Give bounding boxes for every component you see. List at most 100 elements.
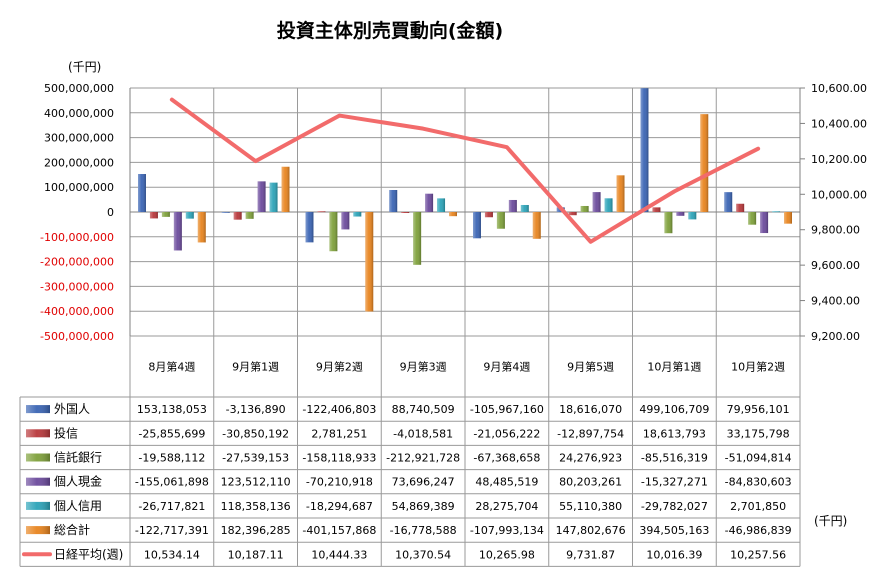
table-cell: -25,855,699 [138, 427, 205, 440]
bar-shade [700, 114, 709, 212]
series-label: 個人現金 [54, 474, 102, 489]
y-left-tick-label: 200,000,000 [44, 156, 114, 169]
table-cell: -70,210,918 [306, 476, 373, 489]
table-cell: -107,993,134 [470, 524, 544, 537]
bar-shade [221, 212, 230, 213]
table-cell: 73,696,247 [392, 476, 455, 489]
y-right-tick-label: 9,400.00 [811, 295, 860, 308]
table-cell: -46,986,839 [725, 524, 792, 537]
y-left-tick-label: -400,000,000 [40, 305, 114, 318]
bar-shade [676, 212, 685, 216]
y-right-tick-label: 10,200.00 [811, 153, 867, 166]
table-cell: -155,061,898 [135, 476, 209, 489]
bar-shade [449, 212, 457, 217]
table-cell: 10,534.14 [144, 548, 200, 561]
table-cell: 10,187.11 [228, 548, 284, 561]
table-cell: -15,327,271 [641, 476, 708, 489]
table-cell: 2,781,251 [311, 427, 367, 440]
table-unit: (千円) [814, 514, 847, 528]
table-cell: -3,136,890 [226, 403, 286, 416]
series-label: 信託銀行 [54, 450, 102, 465]
bar-shade [401, 212, 410, 213]
bar-shade [413, 212, 422, 265]
bar-shade [329, 212, 338, 252]
bar-shade [616, 175, 625, 212]
bar-shade [317, 211, 326, 213]
legend-swatch-shade [26, 526, 50, 535]
category-label: 9月第4週 [483, 360, 530, 374]
bar-shade [592, 192, 601, 212]
y-left-tick-label: 100,000,000 [44, 181, 114, 194]
table-cell: 48,485,519 [475, 476, 538, 489]
legend-swatch-shade [26, 453, 50, 462]
table-cell: 55,110,380 [559, 500, 622, 513]
table-cell: -212,921,728 [386, 452, 460, 465]
category-label: 9月第3週 [400, 360, 447, 374]
y-left-tick-label: 400,000,000 [44, 107, 114, 120]
bar-shade [233, 212, 242, 220]
legend-swatch-shade [26, 429, 50, 438]
bar-shade [425, 193, 434, 212]
bar-shade [736, 203, 745, 212]
bar-shade [305, 212, 314, 243]
table-cell: 10,370.54 [395, 548, 451, 561]
table-cell: 147,802,676 [556, 524, 626, 537]
table-cell: -12,897,754 [557, 427, 624, 440]
bar-shade [568, 212, 577, 216]
y-right-tick-label: 10,600.00 [811, 82, 867, 95]
bar-shade [281, 166, 290, 212]
bar-shade [389, 189, 398, 212]
category-label: 9月第1週 [232, 360, 279, 374]
series-label: 総合計 [54, 522, 90, 537]
bar-shade [185, 212, 194, 219]
y-left-tick-label: -100,000,000 [40, 231, 114, 244]
table-cell: 80,203,261 [559, 476, 622, 489]
series-label: 日経平均(週) [54, 547, 123, 561]
bar-shade [437, 198, 446, 212]
table-cell: 10,016.39 [646, 548, 702, 561]
y-right-tick-label: 9,800.00 [811, 224, 860, 237]
bar-shade [341, 212, 350, 230]
table-cell: 182,396,285 [221, 524, 291, 537]
bar-shade [161, 212, 170, 217]
table-cell: 10,257.56 [730, 548, 786, 561]
y-right-tick-label: 9,200.00 [811, 330, 860, 343]
table-cell: -122,406,803 [302, 403, 376, 416]
bar-shade [353, 212, 362, 217]
y-right-tick-label: 10,400.00 [811, 117, 867, 130]
series-label: 投信 [54, 425, 78, 440]
bar-shade [257, 181, 266, 212]
table-cell: 54,869,389 [392, 500, 455, 513]
table-cell: -19,588,112 [138, 452, 205, 465]
table-cell: 153,138,053 [137, 403, 207, 416]
y-left-tick-label: 500,000,000 [44, 82, 114, 95]
y-left-tick-label: -300,000,000 [40, 280, 114, 293]
bar-shade [197, 212, 206, 243]
table-cell: 33,175,798 [727, 427, 790, 440]
table-cell: 394,505,163 [639, 524, 709, 537]
table-cell: -122,717,391 [135, 524, 209, 537]
table-cell: -84,830,603 [725, 476, 792, 489]
table-cell: -105,967,160 [470, 403, 544, 416]
legend-swatch-shade [26, 501, 50, 510]
table-cell: 88,740,509 [392, 403, 455, 416]
y-left-tick-label: 0 [107, 206, 114, 219]
bar-shade [688, 212, 697, 220]
bars [138, 88, 792, 312]
bar-shade [724, 192, 733, 212]
table-cell: 28,275,704 [475, 500, 538, 513]
category-label: 8月第4週 [148, 360, 195, 374]
bar-shade [269, 182, 278, 212]
table-cell: 9,731.87 [566, 548, 615, 561]
bar-shade [784, 212, 792, 224]
bar-shade [532, 212, 541, 239]
legend-swatch-shade [26, 405, 50, 414]
bar-shade [245, 212, 254, 219]
bar-shade [149, 212, 158, 219]
table-cell: 10,444.33 [311, 548, 367, 561]
bar-shade [640, 88, 649, 212]
table-cell: 24,276,923 [559, 452, 622, 465]
table-cell: -21,056,222 [473, 427, 540, 440]
table-cell: -4,018,581 [393, 427, 453, 440]
